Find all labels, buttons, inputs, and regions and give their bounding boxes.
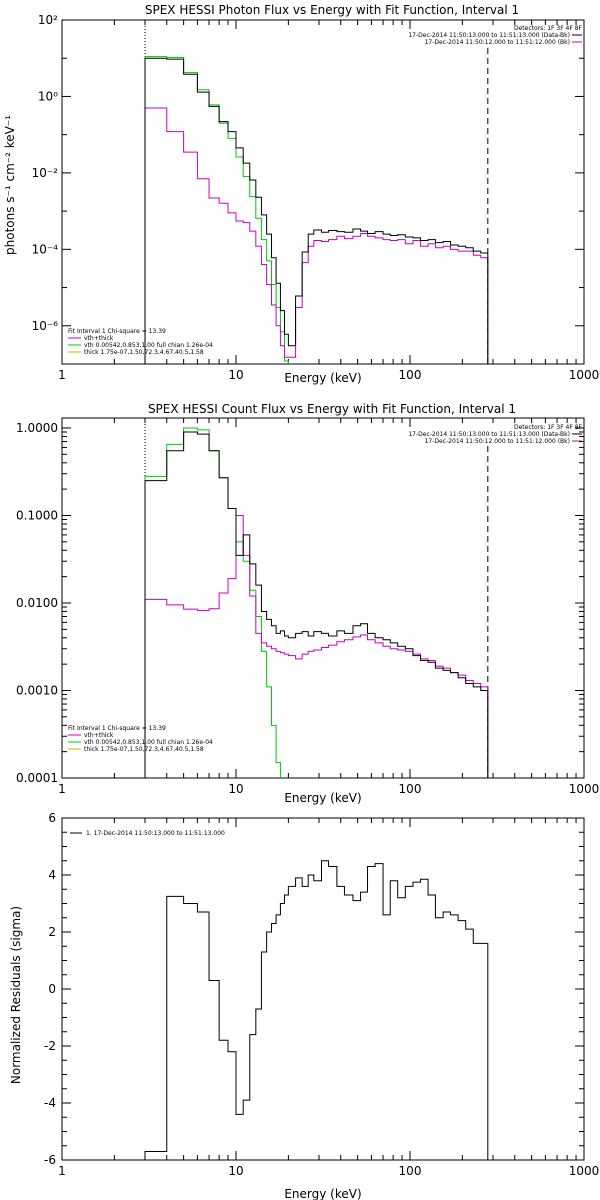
photon-header-line-3: 17-Dec-2014 11:50:12.000 to 11:51:12.000…: [425, 39, 570, 46]
count-header-line-3: 17-Dec-2014 11:50:12.000 to 11:51:12.000…: [425, 438, 570, 445]
residual-y-tick-label: -6: [44, 1153, 56, 1167]
photon-legend-vth-thick: vth+thick: [84, 335, 114, 342]
photon-series-vth-thick: [144, 107, 489, 364]
count-legend-fit: Fit Interval 1 Chi-square = 13.39: [68, 725, 166, 732]
count-header-line-2: 17-Dec-2014 11:50:13.000 to 11:51:13.000…: [408, 431, 570, 438]
count-flux-panel: SPEX HESSI Count Flux vs Energy with Fit…: [16, 402, 599, 805]
photon-plot-frame: [61, 19, 585, 365]
count-x-axis-label: Energy (keV): [284, 791, 361, 805]
photon-legend-vth: vth 0.00542,0.853,1.00 full chian 1.26e-…: [84, 342, 213, 349]
residual-x-tick-label: 100: [399, 1164, 422, 1178]
residual-x-axis-label: Energy (keV): [284, 1187, 361, 1200]
photon-chart-title: SPEX HESSI Photon Flux vs Energy with Fi…: [145, 3, 519, 17]
photon-series-data: [144, 57, 489, 364]
count-y-tick-label: 0.1000: [16, 508, 58, 522]
photon-legend-fit: Fit Interval 1 Chi-square = 13.39: [68, 328, 166, 335]
photon-y-tick-label: 10⁰: [38, 89, 58, 103]
count-legend-vth-thick: vth+thick: [84, 732, 114, 739]
residual-series-residual: [144, 860, 489, 1160]
photon-header-line-1: Detectors: 1F 3F 4F 8F: [514, 25, 583, 32]
count-series-group: [144, 427, 489, 785]
photon-y-tick-label: 10⁻⁴: [32, 242, 59, 256]
count-series-data: [144, 431, 489, 778]
photon-flux-panel: SPEX HESSI Photon Flux vs Energy with Fi…: [3, 3, 599, 385]
count-legend-thick: thick 1.75e-07,1.50,72.3,4.67,40.5,1.58: [84, 746, 204, 753]
photon-x-tick-label: 10: [228, 368, 243, 382]
residual-y-tick-label: 6: [48, 811, 56, 825]
count-x-tick-label: 1000: [569, 782, 600, 796]
residual-x-tick-label: 10: [228, 1164, 243, 1178]
photon-x-axis-label: Energy (keV): [284, 371, 361, 385]
photon-header-line-2: 17-Dec-2014 11:50:13.000 to 11:51:13.000…: [408, 32, 570, 39]
photon-y-tick-label: 10²: [38, 13, 58, 27]
count-y-tick-label: 0.0010: [16, 683, 58, 697]
residual-y-tick-label: 0: [48, 982, 56, 996]
photon-y-tick-label: 10⁻⁶: [32, 319, 59, 333]
count-y-tick-label: 0.0001: [16, 771, 58, 785]
photon-x-tick-label: 1: [58, 368, 66, 382]
count-legend-vth: vth 0.00542,0.853,1.00 full chian 1.26e-…: [84, 739, 213, 746]
count-x-tick-label: 1: [58, 782, 66, 796]
count-x-tick-label: 10: [228, 782, 243, 796]
residual-y-tick-label: 2: [48, 925, 56, 939]
photon-x-tick-label: 100: [399, 368, 422, 382]
count-y-tick-label: 1.0000: [16, 421, 58, 435]
residual-x-tick-label: 1000: [569, 1164, 600, 1178]
residual-y-axis-label: Normalized Residuals (sigma): [9, 906, 23, 1084]
residual-plot-frame: [61, 817, 585, 1161]
count-series-thick: [145, 780, 488, 785]
residual-y-tick-label: -4: [44, 1096, 56, 1110]
photon-series-group: [144, 56, 489, 364]
count-chart-title: SPEX HESSI Count Flux vs Energy with Fit…: [148, 402, 516, 416]
photon-y-tick-label: 10⁻²: [32, 166, 59, 180]
residuals-panel: 1. 17-Dec-2014 11:50:13.000 to 11:51:13.…: [9, 811, 599, 1200]
residual-y-tick-label: 4: [48, 868, 56, 882]
photon-series-vth: [144, 56, 289, 364]
count-y-tick-label: 0.0100: [16, 596, 58, 610]
count-x-tick-label: 100: [399, 782, 422, 796]
residual-x-tick-label: 1: [58, 1164, 66, 1178]
photon-legend-thick: thick 1.75e-07,1.50,72.3,4.67,40.5,1.58: [84, 349, 204, 356]
photon-y-axis-label: photons s⁻¹ cm⁻² keV⁻¹: [3, 115, 17, 255]
residual-legend: 1. 17-Dec-2014 11:50:13.000 to 11:51:13.…: [86, 830, 225, 837]
photon-x-tick-label: 1000: [569, 368, 600, 382]
count-series-vth: [144, 427, 281, 778]
count-header-line-1: Detectors: 1F 3F 4F 8F: [514, 424, 583, 431]
residual-series-group: [144, 860, 489, 1160]
count-plot-frame: [61, 417, 585, 779]
residual-y-tick-label: -2: [44, 1039, 56, 1053]
